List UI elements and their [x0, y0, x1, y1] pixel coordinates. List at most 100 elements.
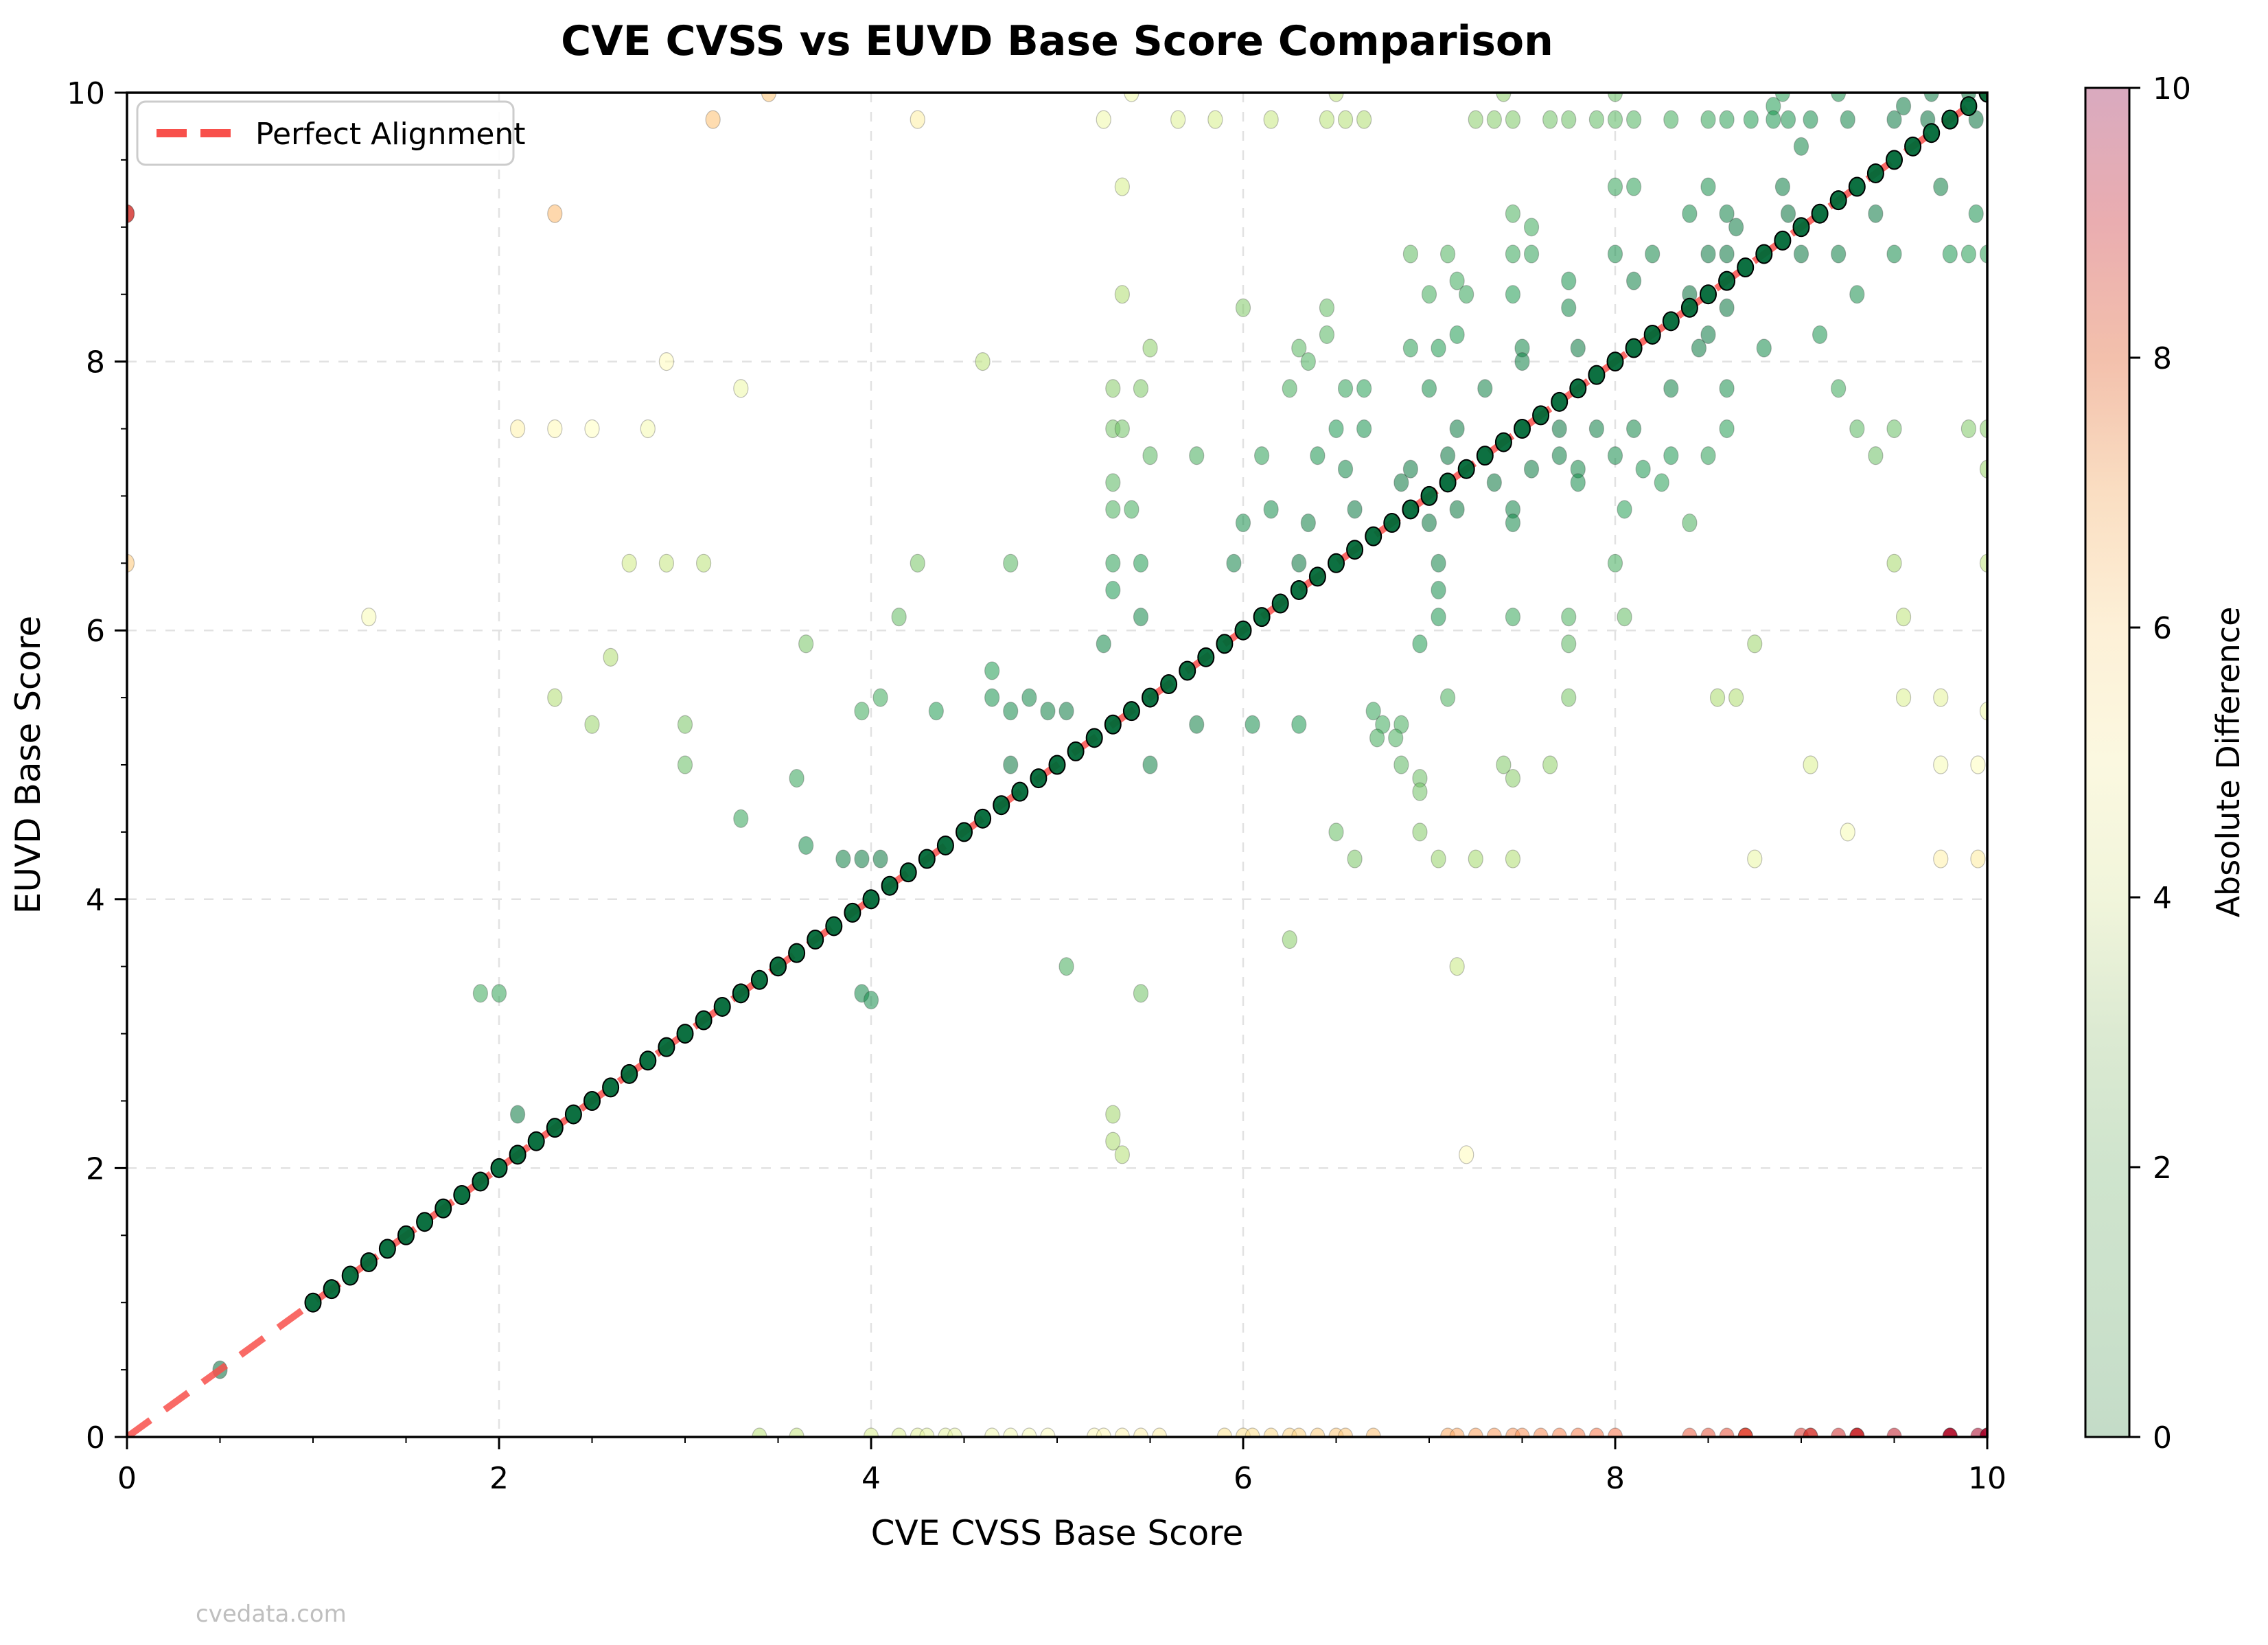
- scatter-point: [1449, 1427, 1465, 1437]
- colorbar-tick-label: 0: [2153, 1420, 2172, 1456]
- diagonal-point: [1030, 768, 1048, 789]
- scatter-point: [1849, 285, 1865, 304]
- scatter-point: [1003, 1427, 1019, 1437]
- scatter-point: [1793, 244, 1809, 264]
- scatter-point: [1700, 446, 1716, 465]
- diagonal-point: [1420, 485, 1438, 506]
- scatter-point: [1300, 513, 1316, 533]
- diagonal-point: [1792, 217, 1810, 238]
- scatter-point: [695, 553, 712, 573]
- scatter-point: [1663, 379, 1679, 398]
- scatter-point: [1263, 500, 1279, 519]
- scatter-point: [1970, 849, 1986, 868]
- colorbar-tick-label: 6: [2153, 611, 2172, 646]
- scatter-point: [1505, 244, 1521, 264]
- scatter-point: [1960, 244, 1976, 264]
- scatter-point: [1933, 688, 1949, 707]
- diagonal-point: [1197, 647, 1215, 667]
- scatter-point: [872, 688, 888, 707]
- scatter-point: [1393, 473, 1409, 492]
- scatter-point: [1691, 338, 1707, 358]
- scatter-point: [1133, 379, 1149, 398]
- scatter-point: [1542, 755, 1558, 774]
- scatter-point: [1831, 1427, 1847, 1437]
- scatter-point: [1096, 634, 1111, 654]
- scatter-point: [658, 352, 675, 371]
- legend-box: [136, 100, 515, 166]
- scatter-point: [1347, 500, 1363, 519]
- scatter-point: [1440, 688, 1456, 707]
- scatter-point: [1253, 446, 1270, 465]
- scatter-point: [1431, 608, 1446, 627]
- scatter-point: [1607, 93, 1623, 102]
- scatter-point: [658, 553, 675, 573]
- y-tick-label: 10: [67, 76, 105, 111]
- scatter-point: [1170, 110, 1186, 129]
- scatter-point: [1496, 93, 1512, 102]
- scatter-point: [854, 849, 870, 868]
- scatter-point: [1923, 93, 1939, 102]
- scatter-point: [863, 1427, 879, 1437]
- diagonal-point: [788, 943, 806, 963]
- scatter-point: [1505, 110, 1521, 129]
- scatter-point: [1412, 634, 1428, 654]
- scatter-point: [1654, 473, 1669, 492]
- diagonal-point: [899, 862, 917, 883]
- scatter-point: [1142, 755, 1158, 774]
- scatter-point: [1617, 608, 1632, 627]
- scatter-point: [1868, 446, 1884, 465]
- scatter-point: [1728, 218, 1744, 237]
- diagonal-point: [658, 1037, 675, 1057]
- scatter-point: [1440, 244, 1456, 264]
- scatter-point: [547, 419, 563, 439]
- scatter-points-group: [127, 93, 1987, 1437]
- scatter-point: [1003, 755, 1019, 774]
- diagonal-point: [1625, 338, 1643, 358]
- scatter-point: [1393, 755, 1409, 774]
- diagonal-point: [1829, 190, 1847, 211]
- scatter-point: [798, 634, 814, 654]
- diagonal-point: [639, 1050, 657, 1071]
- scatter-point: [1505, 285, 1521, 304]
- diagonal-point: [918, 849, 936, 869]
- colorbar-tick-label: 2: [2153, 1151, 2172, 1186]
- scatter-point: [1561, 608, 1577, 627]
- diagonal-point: [695, 1010, 713, 1031]
- scatter-point: [1719, 110, 1735, 129]
- diagonal-point: [1179, 660, 1196, 681]
- diagonal-point: [1085, 728, 1103, 748]
- colorbar-tick-label: 8: [2153, 341, 2172, 376]
- scatter-point: [621, 553, 637, 573]
- scatter-point: [1337, 459, 1354, 479]
- scatter-point: [1291, 1427, 1307, 1437]
- scatter-point: [1468, 1427, 1483, 1437]
- scatter-point: [1570, 473, 1586, 492]
- scatter-point: [975, 352, 991, 371]
- x-tick-label: 8: [1606, 1461, 1625, 1496]
- diagonal-point: [1978, 93, 1987, 103]
- diagonal-point: [1308, 566, 1326, 587]
- scatter-point: [1812, 325, 1828, 345]
- scatter-point: [1588, 1427, 1604, 1437]
- scatter-point: [1319, 298, 1335, 317]
- scatter-point: [1226, 553, 1242, 573]
- scatter-point: [761, 93, 777, 102]
- scatter-point: [1774, 93, 1790, 102]
- colorbar-label: Absolute Difference: [2210, 607, 2247, 918]
- scatter-point: [854, 702, 870, 721]
- scatter-point: [1933, 849, 1949, 868]
- scatter-point: [1607, 177, 1623, 196]
- diagonal-point: [602, 1077, 620, 1098]
- scatter-point: [1245, 1427, 1260, 1437]
- scatter-point: [1468, 110, 1483, 129]
- scatter-point: [1356, 110, 1372, 129]
- scatter-point: [1310, 1427, 1326, 1437]
- watermark: cvedata.com: [196, 1600, 347, 1628]
- scatter-point: [1979, 459, 1987, 479]
- scatter-point: [1803, 755, 1818, 774]
- scatter-point: [1523, 244, 1540, 264]
- scatter-point: [1058, 702, 1074, 721]
- scatter-point: [1886, 419, 1902, 439]
- scatter-point: [1719, 244, 1735, 264]
- scatter-point: [1388, 728, 1404, 748]
